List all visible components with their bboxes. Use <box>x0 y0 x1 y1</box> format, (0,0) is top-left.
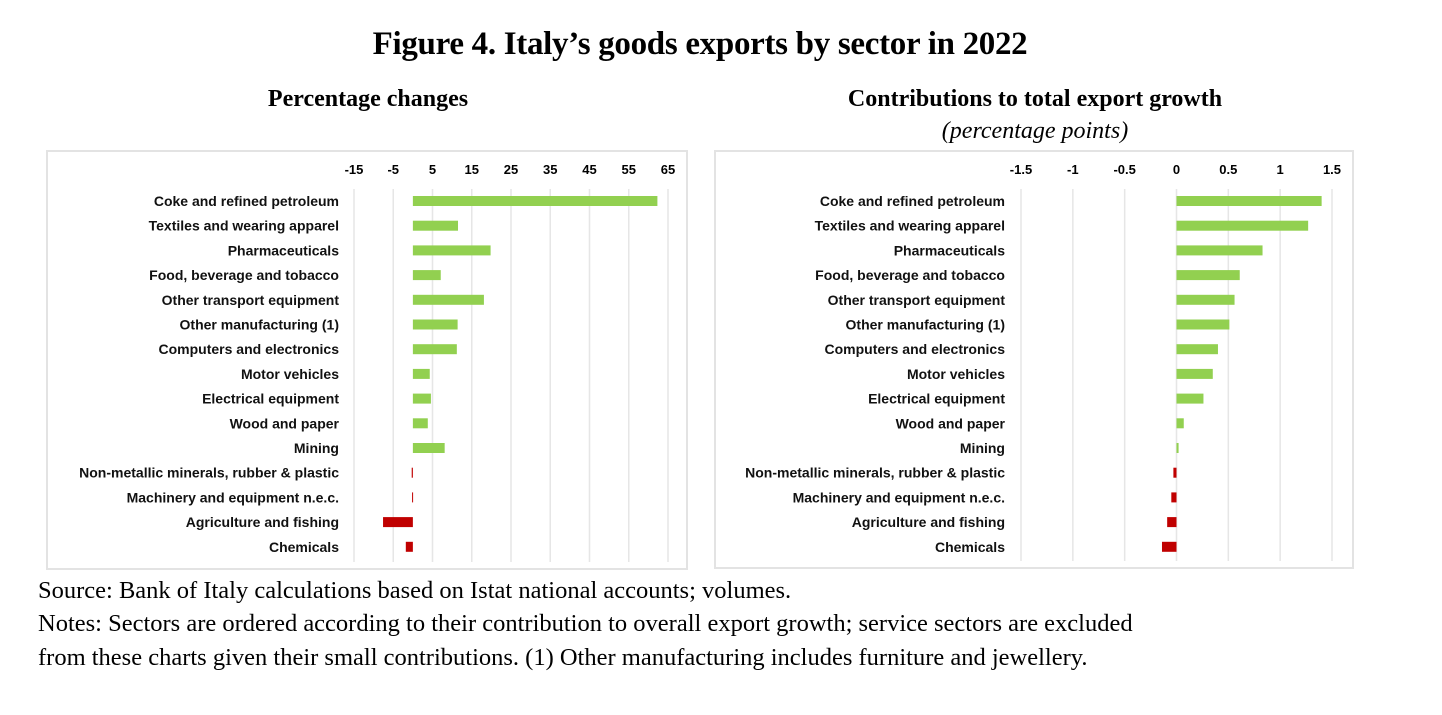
x-tick-label: 0 <box>1173 162 1180 177</box>
category-label-machinery-and-equipment-n-e-c: Machinery and equipment n.e.c. <box>793 489 1005 505</box>
percentage-changes-chart-panel: -15 -5 5 15 25 35 45 55 65 Coke and refined petro… <box>46 150 688 570</box>
category-label-non-metallic-minerals-rubber-plastic: Non-metallic minerals, rubber & plastic <box>79 465 339 481</box>
category-label-other-manufacturing-1: Other manufacturing (1) <box>180 317 339 333</box>
category-label-coke-and-refined-petroleum: Coke and refined petroleum <box>154 193 339 209</box>
x-axis-ticks: -15 -5 5 15 25 35 45 55 65 <box>345 162 676 177</box>
bar-pharmaceuticals <box>1176 245 1263 256</box>
bar-chemicals <box>1161 541 1177 552</box>
bar-computers-and-electronics <box>412 344 457 355</box>
category-label-chemicals: Chemicals <box>935 539 1005 555</box>
bar-mining <box>1176 443 1179 453</box>
right-chart-subtitle: (percentage points) <box>941 118 1129 144</box>
bar-food-beverage-and-tobacco <box>412 270 441 281</box>
bar-other-transport-equipment <box>1176 294 1235 305</box>
category-label-motor-vehicles: Motor vehicles <box>241 366 339 382</box>
bar-textiles-and-wearing-apparel <box>412 220 459 231</box>
contributions-chart: -1.5 -1 -0.5 0 0.5 1 1.5 Coke and refined petro… <box>745 162 1341 561</box>
bar-motor-vehicles <box>1176 368 1213 379</box>
bar-other-manufacturing-1 <box>1176 319 1230 330</box>
bar-coke-and-refined-petroleum <box>412 196 658 206</box>
bar-non-metallic-minerals-rubber-plastic <box>1173 467 1177 478</box>
bar-electrical-equipment <box>1176 393 1204 404</box>
category-label-other-transport-equipment: Other transport equipment <box>828 292 1006 308</box>
bar-machinery-and-equipment-n-e-c <box>412 492 414 503</box>
bar-food-beverage-and-tobacco <box>1176 270 1240 281</box>
x-tick-label: -15 <box>345 162 364 177</box>
x-tick-label: 45 <box>582 162 596 177</box>
contributions-chart-panel: -1.5 -1 -0.5 0 0.5 1 1.5 Coke and refined petro… <box>714 150 1354 569</box>
bar-non-metallic-minerals-rubber-plastic <box>411 467 413 478</box>
bar-other-manufacturing-1 <box>412 319 458 330</box>
x-axis-ticks: -1.5 -1 -0.5 0 0.5 1 1.5 <box>1010 162 1341 177</box>
category-label-computers-and-electronics: Computers and electronics <box>825 341 1006 357</box>
x-tick-label: -1.5 <box>1010 162 1032 177</box>
category-labels: Coke and refined petroleum Textiles and w… <box>745 193 1005 555</box>
category-label-electrical-equipment: Electrical equipment <box>202 391 339 407</box>
category-label-other-manufacturing-1: Other manufacturing (1) <box>846 317 1005 333</box>
category-label-electrical-equipment: Electrical equipment <box>868 391 1005 407</box>
category-label-other-transport-equipment: Other transport equipment <box>162 292 340 308</box>
x-tick-label: -0.5 <box>1113 162 1135 177</box>
bar-computers-and-electronics <box>1176 344 1218 355</box>
percentage-changes-chart: -15 -5 5 15 25 35 45 55 65 Coke and refined petro… <box>79 162 676 562</box>
bars <box>1161 196 1322 552</box>
notes-line-2: from these charts given their small cont… <box>38 644 1088 671</box>
bar-electrical-equipment <box>412 393 431 404</box>
x-tick-label: 1.5 <box>1323 162 1341 177</box>
category-label-non-metallic-minerals-rubber-plastic: Non-metallic minerals, rubber & plastic <box>745 465 1005 481</box>
category-label-coke-and-refined-petroleum: Coke and refined petroleum <box>820 193 1005 209</box>
bar-mining <box>412 443 445 453</box>
category-label-food-beverage-and-tobacco: Food, beverage and tobacco <box>149 267 339 283</box>
x-tick-label: 25 <box>504 162 518 177</box>
category-label-computers-and-electronics: Computers and electronics <box>159 341 340 357</box>
x-tick-label: 55 <box>622 162 636 177</box>
gridlines <box>353 189 669 562</box>
category-label-chemicals: Chemicals <box>269 539 339 555</box>
x-tick-label: 1 <box>1277 162 1284 177</box>
source-note: Source: Bank of Italy calculations based… <box>38 577 792 604</box>
bar-chemicals <box>405 541 413 552</box>
x-tick-label: 0.5 <box>1219 162 1237 177</box>
bar-coke-and-refined-petroleum <box>1176 196 1322 206</box>
x-tick-label: 5 <box>429 162 436 177</box>
notes-line-1: Notes: Sectors are ordered according to … <box>38 610 1133 637</box>
bar-textiles-and-wearing-apparel <box>1176 220 1309 231</box>
category-label-textiles-and-wearing-apparel: Textiles and wearing apparel <box>815 218 1005 234</box>
category-label-agriculture-and-fishing: Agriculture and fishing <box>852 514 1005 530</box>
bar-machinery-and-equipment-n-e-c <box>1171 492 1177 503</box>
bar-motor-vehicles <box>412 368 430 379</box>
bar-agriculture-and-fishing <box>1167 517 1177 528</box>
figure-title: Figure 4. Italy’s goods exports by secto… <box>372 26 1028 62</box>
category-label-pharmaceuticals: Pharmaceuticals <box>894 242 1005 258</box>
category-label-wood-and-paper: Wood and paper <box>230 415 340 431</box>
category-label-motor-vehicles: Motor vehicles <box>907 366 1005 382</box>
x-tick-label: -5 <box>387 162 399 177</box>
category-label-machinery-and-equipment-n-e-c: Machinery and equipment n.e.c. <box>127 489 339 505</box>
category-label-agriculture-and-fishing: Agriculture and fishing <box>186 514 339 530</box>
bars <box>383 196 658 552</box>
category-label-textiles-and-wearing-apparel: Textiles and wearing apparel <box>149 218 339 234</box>
x-tick-label: 35 <box>543 162 557 177</box>
bar-wood-and-paper <box>1176 418 1184 429</box>
x-tick-label: -1 <box>1067 162 1079 177</box>
category-label-mining: Mining <box>294 440 339 456</box>
left-chart-title: Percentage changes <box>267 86 469 112</box>
bar-agriculture-and-fishing <box>383 517 413 528</box>
x-tick-label: 65 <box>661 162 675 177</box>
x-tick-label: 15 <box>465 162 479 177</box>
bar-other-transport-equipment <box>412 294 484 305</box>
category-label-pharmaceuticals: Pharmaceuticals <box>228 242 339 258</box>
category-label-wood-and-paper: Wood and paper <box>896 415 1006 431</box>
category-label-mining: Mining <box>960 440 1005 456</box>
bar-pharmaceuticals <box>412 245 491 256</box>
category-labels: Coke and refined petroleum Textiles and w… <box>79 193 339 555</box>
category-label-food-beverage-and-tobacco: Food, beverage and tobacco <box>815 267 1005 283</box>
bar-wood-and-paper <box>412 418 428 429</box>
right-chart-title: Contributions to total export growth <box>847 86 1223 112</box>
